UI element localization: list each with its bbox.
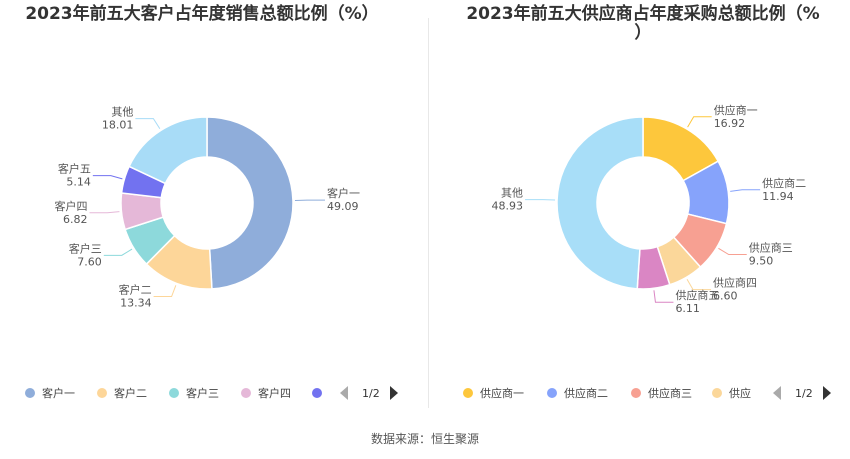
legend-marker-供应商三[interactable] bbox=[631, 388, 641, 398]
legend-next-icon[interactable] bbox=[390, 386, 398, 400]
slice-label-供应商一: 供应商一 bbox=[714, 103, 758, 117]
slice-value-客户二: 13.34 bbox=[120, 297, 152, 310]
legend-marker-客户五[interactable] bbox=[312, 388, 322, 398]
legend: 客户一 客户二 客户三 客户四 1/2 bbox=[25, 386, 398, 400]
slice-客户一[interactable] bbox=[206, 116, 294, 290]
leader-line-供应商三 bbox=[718, 247, 747, 255]
slice-value-供应商五: 6.11 bbox=[675, 302, 700, 315]
chart-title-line-2: ） bbox=[635, 22, 652, 43]
legend-item-客户三[interactable]: 客户三 bbox=[186, 386, 219, 400]
legend-marker-供应商二[interactable] bbox=[547, 388, 557, 398]
legend: 供应商一 供应商二 供应商三 供应 1/2 bbox=[463, 386, 831, 400]
legend-item-客户一[interactable]: 客户一 bbox=[42, 386, 75, 400]
legend-prev-icon[interactable] bbox=[340, 386, 348, 400]
leader-line-供应商四 bbox=[686, 278, 712, 291]
slice-value-其他: 18.01 bbox=[102, 119, 134, 132]
slice-label-客户五: 客户五 bbox=[58, 162, 91, 176]
slice-value-供应商四: 6.60 bbox=[713, 290, 738, 303]
leader-line-供应商一 bbox=[687, 116, 712, 128]
slice-label-客户四: 客户四 bbox=[54, 199, 87, 213]
leader-line-客户五 bbox=[92, 175, 123, 180]
slice-value-供应商二: 11.94 bbox=[762, 190, 794, 203]
leader-line-客户三 bbox=[103, 248, 133, 256]
leader-line-供应商五 bbox=[653, 290, 674, 303]
slice-其他[interactable] bbox=[128, 116, 208, 185]
leader-line-客户四 bbox=[89, 211, 120, 214]
legend-marker-客户一[interactable] bbox=[25, 388, 35, 398]
legend-prev-icon[interactable] bbox=[773, 386, 781, 400]
slice-value-其他: 48.93 bbox=[492, 200, 524, 213]
slice-value-供应商一: 16.92 bbox=[714, 117, 746, 130]
donut-chart-1: 2023年前五大客户占年度销售总额比例（%）客户一49.09客户二13.34客户… bbox=[25, 3, 398, 400]
legend-item-供应商一[interactable]: 供应商一 bbox=[480, 386, 524, 400]
legend-item-客户四[interactable]: 客户四 bbox=[258, 386, 291, 400]
chart-title: 2023年前五大客户占年度销售总额比例（%） bbox=[25, 3, 378, 24]
chart-title-line-1: 2023年前五大供应商占年度采购总额比例（% bbox=[466, 3, 819, 24]
source-value: 恒生聚源 bbox=[431, 432, 480, 446]
legend-marker-客户三[interactable] bbox=[169, 388, 179, 398]
slice-label-客户三: 客户三 bbox=[69, 241, 102, 255]
legend-marker-客户二[interactable] bbox=[97, 388, 107, 398]
leader-line-其他 bbox=[135, 118, 161, 129]
legend-item-供应商三[interactable]: 供应商三 bbox=[648, 386, 692, 400]
chart-title: 2023年前五大供应商占年度采购总额比例（%） bbox=[466, 3, 819, 43]
slice-value-客户一: 49.09 bbox=[327, 200, 359, 213]
donut-chart-2: 2023年前五大供应商占年度采购总额比例（%）供应商一16.92供应商二11.9… bbox=[463, 3, 831, 400]
slice-value-供应商三: 9.50 bbox=[749, 254, 774, 267]
data-source-footer: 数据来源：恒生聚源 bbox=[0, 430, 850, 447]
leader-line-客户二 bbox=[153, 285, 177, 298]
legend-marker-供应商四[interactable] bbox=[712, 388, 722, 398]
slice-value-客户四: 6.82 bbox=[63, 213, 88, 226]
legend-page-indicator: 1/2 bbox=[795, 387, 813, 400]
legend-marker-客户四[interactable] bbox=[241, 388, 251, 398]
legend-item-供应商二[interactable]: 供应商二 bbox=[564, 386, 608, 400]
slice-label-其他: 其他 bbox=[501, 187, 523, 200]
slice-label-供应商四: 供应商四 bbox=[713, 276, 757, 290]
slice-label-供应商二: 供应商二 bbox=[762, 176, 806, 190]
leader-line-供应商二 bbox=[730, 189, 761, 192]
legend-item-客户二[interactable]: 客户二 bbox=[114, 386, 147, 400]
source-label: 数据来源： bbox=[370, 432, 431, 446]
slice-label-供应商三: 供应商三 bbox=[749, 240, 793, 254]
slice-label-其他: 其他 bbox=[111, 106, 133, 119]
legend-next-icon[interactable] bbox=[823, 386, 831, 400]
legend-marker-供应商一[interactable] bbox=[463, 388, 473, 398]
slice-label-客户二: 客户二 bbox=[119, 283, 152, 297]
slice-value-客户五: 5.14 bbox=[66, 176, 91, 189]
slice-label-客户一: 客户一 bbox=[327, 186, 360, 200]
slice-label-供应商五: 供应商五 bbox=[675, 288, 719, 302]
slice-其他[interactable] bbox=[556, 116, 644, 290]
panel-divider bbox=[428, 18, 429, 408]
legend-item-truncated[interactable]: 供应 bbox=[729, 386, 751, 400]
legend-page-indicator: 1/2 bbox=[362, 387, 380, 400]
slice-value-客户三: 7.60 bbox=[77, 255, 102, 268]
